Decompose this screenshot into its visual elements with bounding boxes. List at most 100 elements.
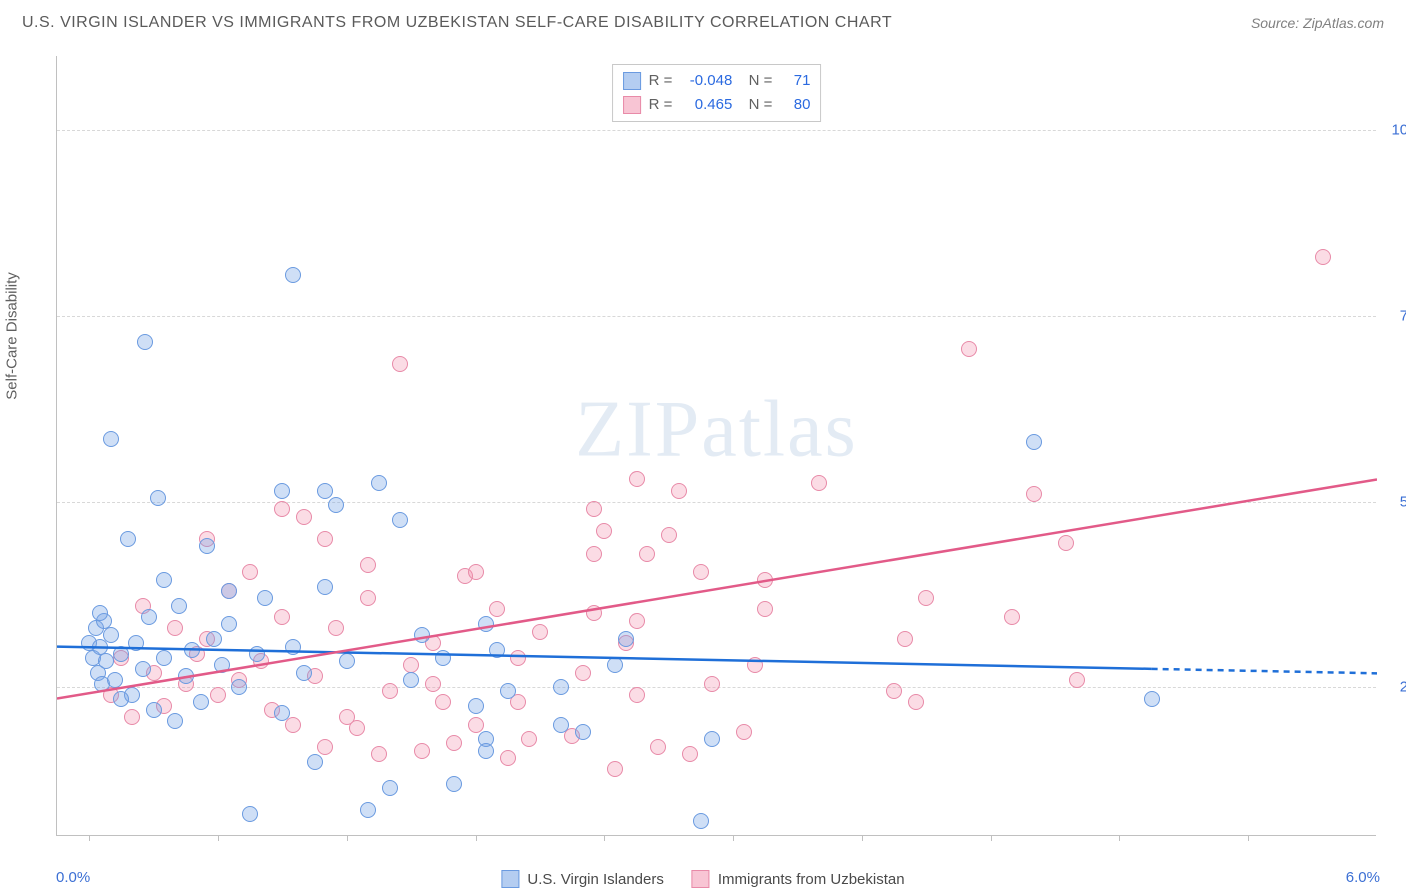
point-series2	[586, 501, 602, 517]
watermark: ZIPatlas	[575, 384, 858, 475]
point-series2	[274, 609, 290, 625]
point-series1	[500, 683, 516, 699]
point-series1	[553, 679, 569, 695]
point-series1	[206, 631, 222, 647]
point-series1	[339, 653, 355, 669]
point-series2	[918, 590, 934, 606]
point-series2	[489, 601, 505, 617]
point-series2	[1004, 609, 1020, 625]
point-series2	[575, 665, 591, 681]
stat-r-label: R =	[649, 69, 673, 93]
gridline	[57, 316, 1376, 317]
point-series1	[1026, 434, 1042, 450]
point-series1	[221, 583, 237, 599]
point-series1	[107, 672, 123, 688]
source-attribution: Source: ZipAtlas.com	[1251, 15, 1384, 31]
point-series2	[682, 746, 698, 762]
point-series2	[468, 717, 484, 733]
point-series1	[382, 780, 398, 796]
point-series1	[296, 665, 312, 681]
legend-label: U.S. Virgin Islanders	[527, 871, 663, 888]
point-series2	[1026, 486, 1042, 502]
point-series1	[478, 616, 494, 632]
point-series1	[414, 627, 430, 643]
chart-container: Self-Care Disability ZIPatlas R =-0.048 …	[22, 50, 1384, 860]
point-series2	[371, 746, 387, 762]
point-series1	[360, 802, 376, 818]
point-series1	[156, 650, 172, 666]
point-series2	[435, 694, 451, 710]
stat-n-label: N =	[740, 69, 772, 93]
point-series1	[317, 483, 333, 499]
point-series1	[249, 646, 265, 662]
gridline	[57, 502, 1376, 503]
point-series1	[113, 646, 129, 662]
point-series2	[811, 475, 827, 491]
x-tick	[991, 835, 992, 841]
stats-legend-row: R =0.465 N =80	[623, 93, 811, 117]
point-series2	[425, 676, 441, 692]
point-series1	[317, 579, 333, 595]
y-axis-label: Self-Care Disability	[4, 272, 21, 400]
point-series1	[328, 497, 344, 513]
point-series2	[596, 523, 612, 539]
point-series2	[886, 683, 902, 699]
point-series2	[629, 613, 645, 629]
point-series2	[167, 620, 183, 636]
point-series1	[274, 483, 290, 499]
x-axis-min-label: 0.0%	[56, 869, 90, 886]
point-series1	[274, 705, 290, 721]
stat-n-label: N =	[740, 93, 772, 117]
point-series1	[137, 334, 153, 350]
point-series1	[468, 698, 484, 714]
point-series1	[257, 590, 273, 606]
chart-title: U.S. VIRGIN ISLANDER VS IMMIGRANTS FROM …	[22, 14, 892, 32]
point-series2	[607, 761, 623, 777]
point-series1	[704, 731, 720, 747]
point-series2	[360, 557, 376, 573]
x-tick	[476, 835, 477, 841]
point-series2	[757, 601, 773, 617]
point-series2	[392, 356, 408, 372]
legend-item: U.S. Virgin Islanders	[501, 870, 663, 888]
series-legend: U.S. Virgin IslandersImmigrants from Uzb…	[501, 870, 904, 888]
point-series1	[307, 754, 323, 770]
stat-n-value: 80	[780, 93, 810, 117]
point-series2	[510, 650, 526, 666]
point-series1	[128, 635, 144, 651]
x-tick	[1248, 835, 1249, 841]
y-tick-label: 2.5%	[1384, 679, 1406, 696]
point-series1	[403, 672, 419, 688]
point-series1	[371, 475, 387, 491]
point-series2	[328, 620, 344, 636]
point-series1	[199, 538, 215, 554]
point-series2	[446, 735, 462, 751]
point-series1	[120, 531, 136, 547]
point-series2	[349, 720, 365, 736]
point-series1	[98, 653, 114, 669]
legend-swatch	[692, 870, 710, 888]
x-axis-max-label: 6.0%	[1346, 869, 1380, 886]
point-series2	[532, 624, 548, 640]
x-tick	[733, 835, 734, 841]
point-series1	[150, 490, 166, 506]
point-series1	[607, 657, 623, 673]
point-series1	[146, 702, 162, 718]
point-series2	[661, 527, 677, 543]
point-series1	[285, 639, 301, 655]
point-series2	[586, 605, 602, 621]
point-series2	[296, 509, 312, 525]
x-tick	[862, 835, 863, 841]
stat-r-value: -0.048	[680, 69, 732, 93]
point-series2	[736, 724, 752, 740]
legend-swatch	[623, 96, 641, 114]
point-series1	[242, 806, 258, 822]
point-series2	[586, 546, 602, 562]
x-tick	[218, 835, 219, 841]
stat-n-value: 71	[780, 69, 810, 93]
point-series2	[629, 471, 645, 487]
point-series2	[210, 687, 226, 703]
point-series2	[274, 501, 290, 517]
point-series1	[575, 724, 591, 740]
point-series1	[553, 717, 569, 733]
